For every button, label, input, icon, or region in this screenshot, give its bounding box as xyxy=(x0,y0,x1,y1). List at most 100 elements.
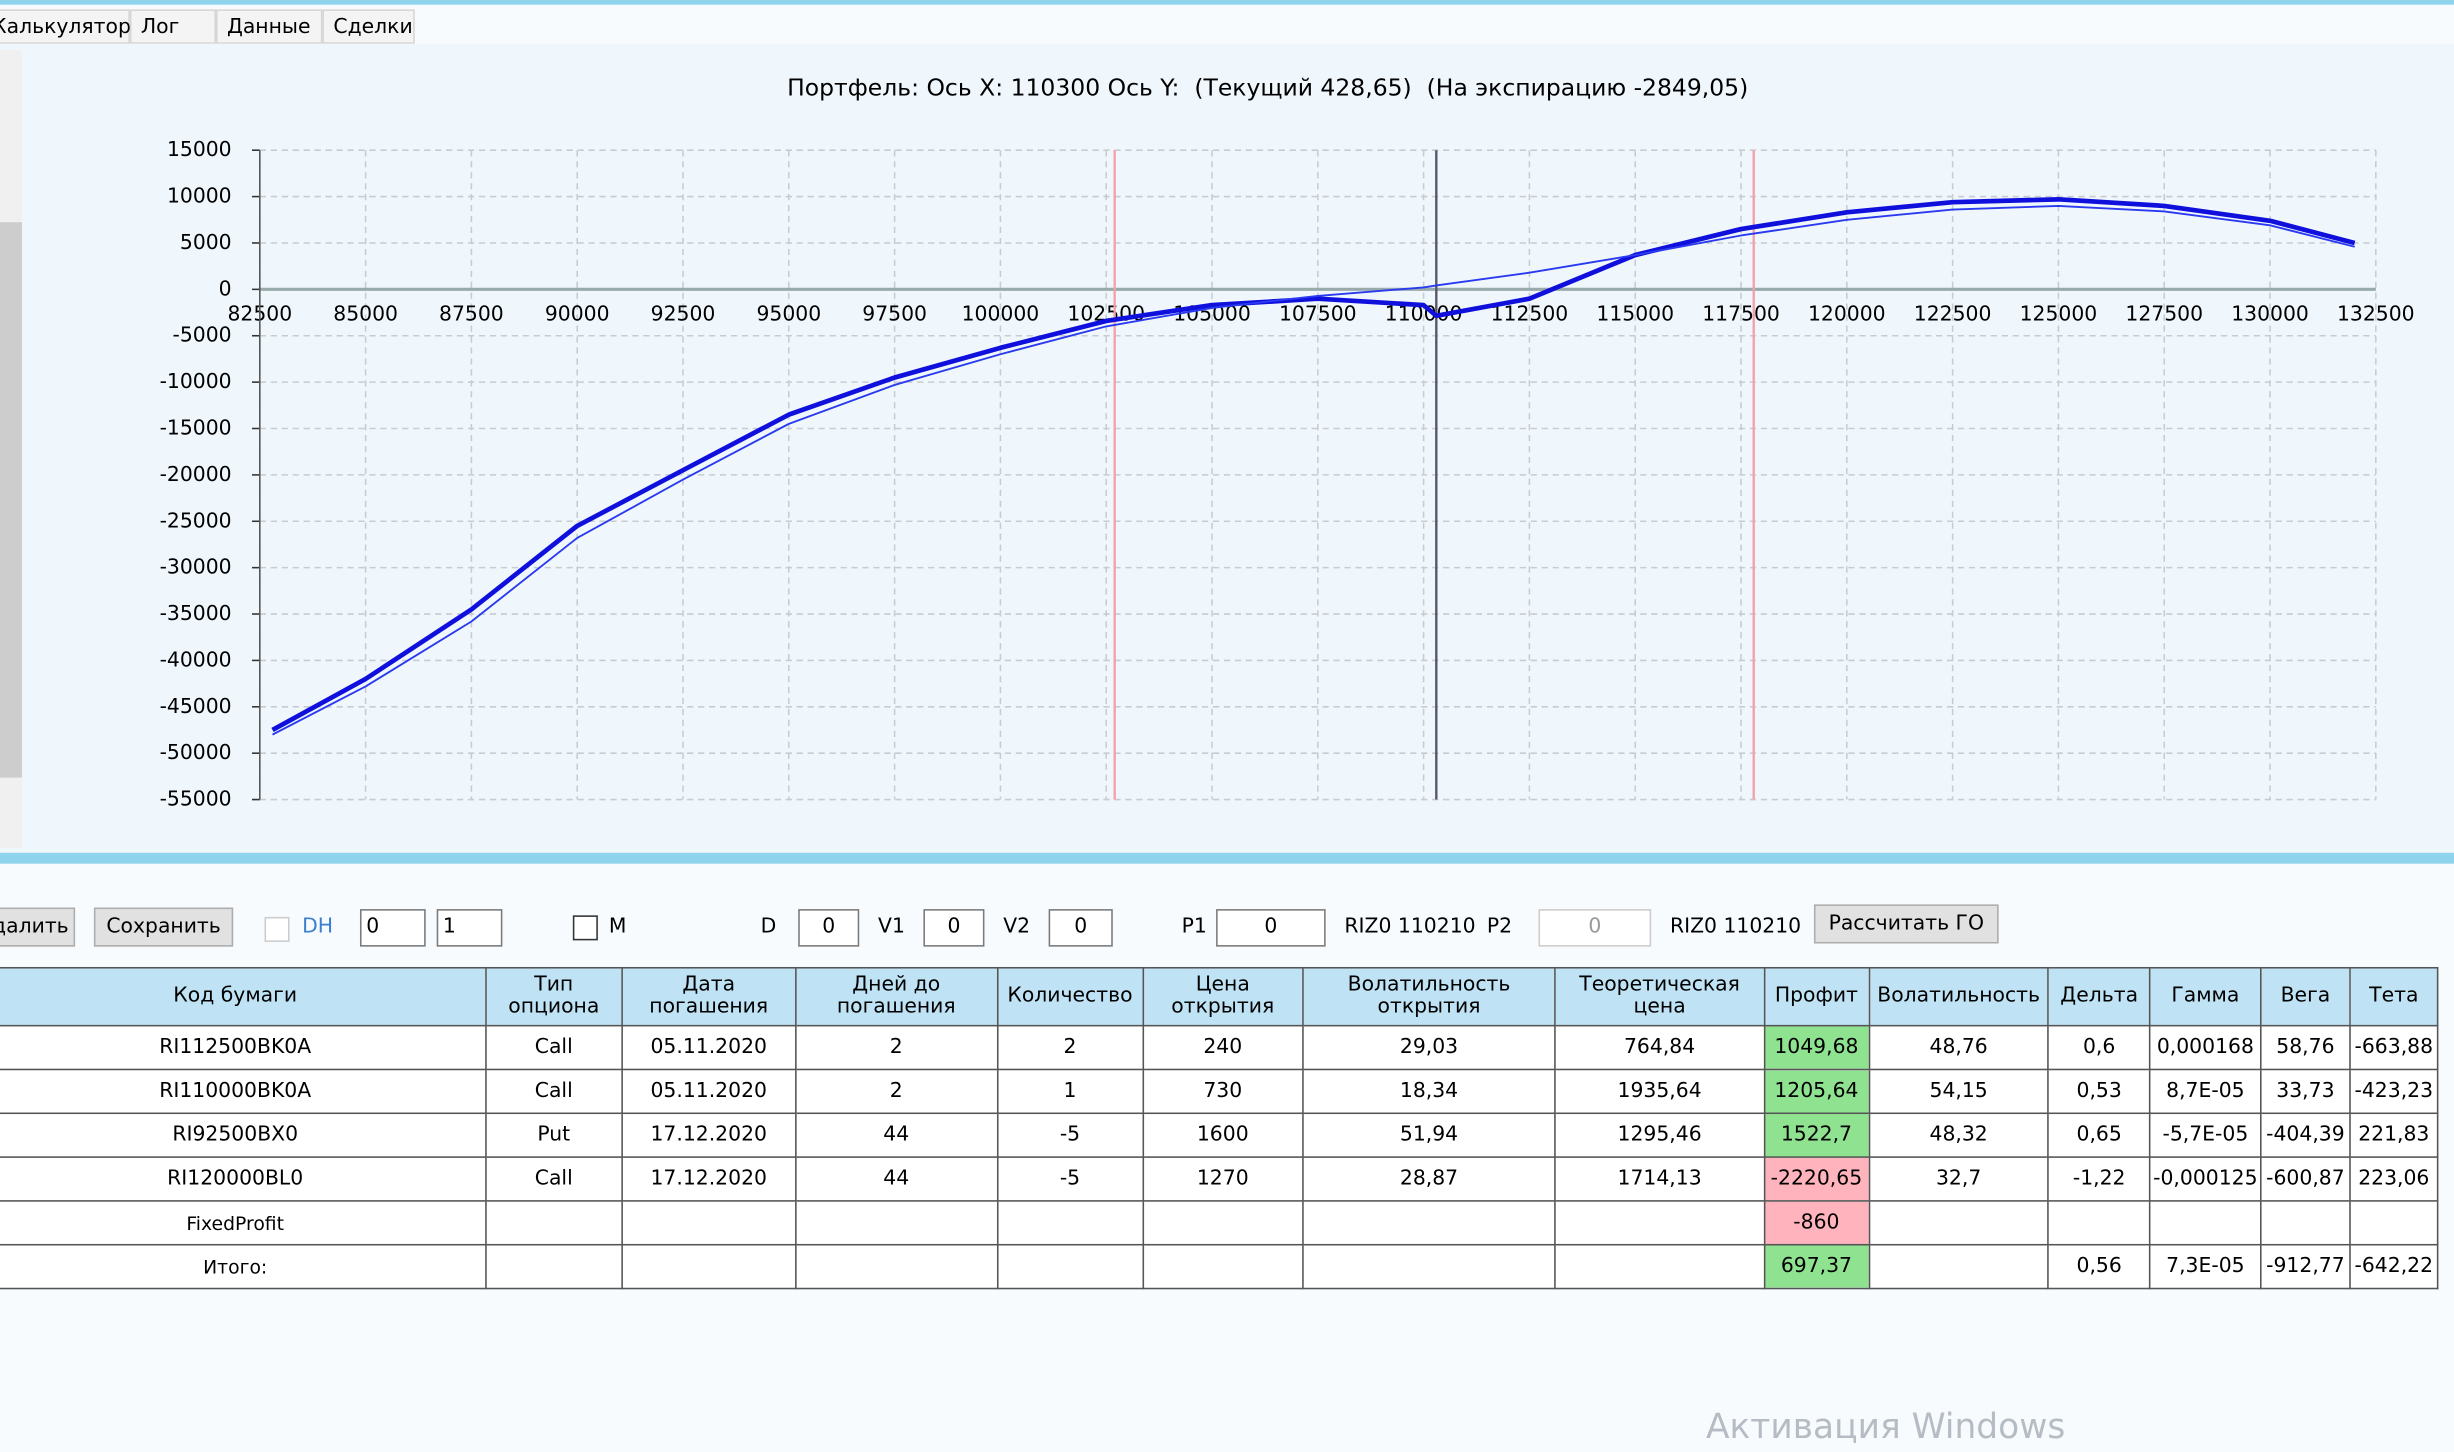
cell xyxy=(1867,1200,2050,1246)
cell: 1935,64 xyxy=(1554,1068,1765,1115)
cell: 17.12.2020 xyxy=(621,1112,796,1158)
input: 0 xyxy=(1538,909,1652,947)
cell: 240 xyxy=(1141,1024,1304,1071)
cell: 1205,64 xyxy=(1763,1068,1870,1115)
tab[interactable]: Сделки xyxy=(322,9,415,44)
watermark: Активация Windows xyxy=(1705,1408,2066,1448)
x-tick-label: 125000 xyxy=(2020,301,2098,325)
cell xyxy=(794,1243,999,1290)
cell: 0,65 xyxy=(2047,1112,2151,1158)
cell: 7,3E-05 xyxy=(2149,1243,2262,1290)
x-tick-label: 122500 xyxy=(1914,301,1992,325)
cell: 1714,13 xyxy=(1554,1156,1765,1202)
cell: RI112500BK0A xyxy=(0,1024,487,1071)
column-header: Тета xyxy=(2349,966,2439,1027)
column-header: Теоретическая цена xyxy=(1554,966,1765,1027)
cell xyxy=(2260,1200,2351,1246)
cell: 48,76 xyxy=(1867,1024,2050,1071)
cell xyxy=(2349,1200,2439,1246)
cell xyxy=(621,1200,796,1246)
column-header: Дней до погашения xyxy=(794,966,999,1027)
x-tick-label: 130000 xyxy=(2231,301,2309,325)
x-tick-label: 97500 xyxy=(862,301,927,325)
cell xyxy=(2047,1200,2151,1246)
checkbox[interactable] xyxy=(572,915,598,941)
cell: 1 xyxy=(996,1068,1144,1115)
column-header: Профит xyxy=(1763,966,1870,1027)
tab[interactable]: Лог xyxy=(129,9,216,44)
column-header: Количество xyxy=(996,966,1144,1027)
cell: 730 xyxy=(1141,1068,1304,1115)
series-line xyxy=(271,196,2356,732)
cell xyxy=(2149,1200,2262,1246)
spinner[interactable]: 0 xyxy=(359,909,426,947)
x-tick-label: 117500 xyxy=(1702,301,1780,325)
cell: 764,84 xyxy=(1554,1024,1765,1071)
chart-title: Портфель: Ось X: 110300 Ось Y: (Текущий … xyxy=(787,74,1748,102)
cell: 0,000168 xyxy=(2149,1024,2262,1071)
cell xyxy=(484,1243,624,1290)
column-header: Код бумаги xyxy=(0,966,487,1027)
input[interactable]: 0 xyxy=(923,909,985,947)
cell: 0,56 xyxy=(2047,1243,2151,1290)
y-tick-label: -50000 xyxy=(160,740,232,764)
cell: 0,6 xyxy=(2047,1024,2151,1071)
x-tick-label: 132500 xyxy=(2337,301,2415,325)
label: Удалить xyxy=(0,915,69,939)
label: P2 xyxy=(1486,915,1513,939)
delete-button[interactable]: Удалить xyxy=(0,907,76,947)
cell: -2220,65 xyxy=(1763,1156,1870,1202)
x-tick-label: 127500 xyxy=(2125,301,2203,325)
column-header: Дата погашения xyxy=(621,966,796,1027)
table-row: FixedProfit -860 xyxy=(0,1200,2439,1246)
table-row: Итого: 697,37 0,56 7,3E-05 -912,77 -642,22 xyxy=(0,1243,2439,1290)
positions-table: Код бумаги Тип опциона Дата погашения Дней … xyxy=(0,966,2439,1290)
cell: 28,87 xyxy=(1302,1156,1556,1202)
cell: 1522,7 xyxy=(1763,1112,1870,1158)
cell: -423,23 xyxy=(2349,1068,2439,1115)
x-tick-label: 110000 xyxy=(1385,301,1463,325)
column-header: Вега xyxy=(2260,966,2351,1027)
column-header: Дельта xyxy=(2047,966,2151,1027)
cell: -404,39 xyxy=(2260,1112,2351,1158)
cell: 54,15 xyxy=(1867,1068,2050,1115)
cell: Call xyxy=(484,1024,624,1071)
cell: 1270 xyxy=(1141,1156,1304,1202)
calc-button[interactable]: Рассчитать ГО xyxy=(1813,904,1999,944)
dh-label: DH xyxy=(302,915,334,939)
cell: -5,7E-05 xyxy=(2149,1112,2262,1158)
cell: -600,87 xyxy=(2260,1156,2351,1202)
tab[interactable]: Калькулятор xyxy=(0,9,131,44)
cell: 1049,68 xyxy=(1763,1024,1870,1071)
splitter xyxy=(0,852,2454,864)
table-row: RI112500BK0A Call 05.11.2020 2 2 240 29,03 764,… xyxy=(0,1024,2439,1071)
cell: 29,03 xyxy=(1302,1024,1556,1071)
cell: 223,06 xyxy=(2349,1156,2439,1202)
save-button[interactable]: Сохранить xyxy=(93,907,234,947)
tab[interactable]: Данные xyxy=(215,9,323,44)
label: V2 xyxy=(1003,915,1031,939)
column-header: Волатильность xyxy=(1867,966,2050,1027)
label: D xyxy=(760,915,777,939)
cell: 44 xyxy=(794,1156,999,1202)
chart-panel xyxy=(0,43,2454,853)
cell: Put xyxy=(484,1112,624,1158)
cell: 2 xyxy=(996,1024,1144,1071)
input[interactable]: 0 xyxy=(798,909,860,947)
input[interactable]: 0 xyxy=(1048,909,1113,947)
checkbox[interactable] xyxy=(264,916,290,942)
x-tick-label: 112500 xyxy=(1491,301,1569,325)
x-tick-label: 85000 xyxy=(333,301,398,325)
cell: RI92500BX0 xyxy=(0,1112,487,1158)
chart: Портфель: Ось X: 110300 Ось Y: (Текущий … xyxy=(160,74,2415,811)
top-border xyxy=(0,0,2454,5)
input[interactable]: 0 xyxy=(1216,909,1326,947)
scrollbar[interactable] xyxy=(0,50,22,849)
cell: 697,37 xyxy=(1763,1243,1870,1290)
x-tick-label: 107500 xyxy=(1279,301,1357,325)
spinner[interactable]: 1 xyxy=(436,909,503,947)
cell: 17.12.2020 xyxy=(621,1156,796,1202)
cell xyxy=(621,1243,796,1290)
cell: 1600 xyxy=(1141,1112,1304,1158)
cell xyxy=(996,1243,1144,1290)
